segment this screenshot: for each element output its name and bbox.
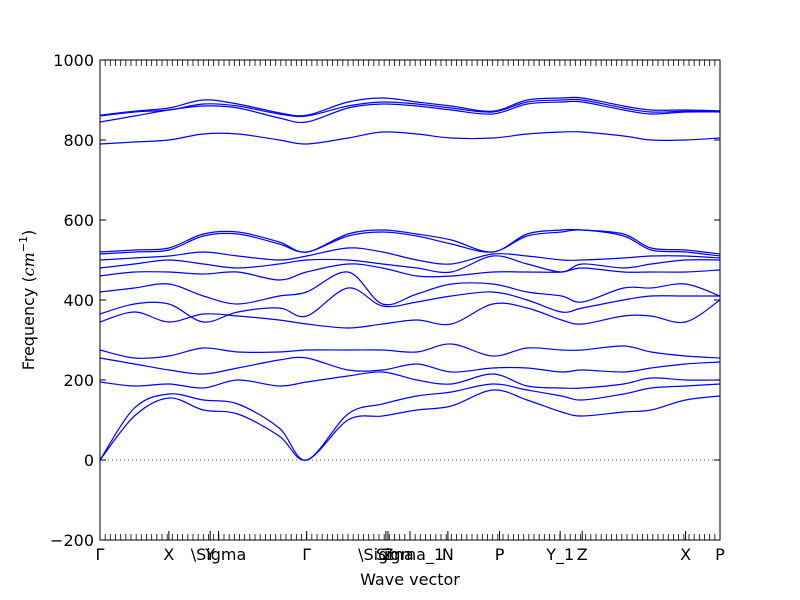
x-tick-label: Y_1 [545, 545, 574, 565]
y-tick-label: 200 [63, 371, 94, 390]
y-tick-label: 600 [63, 211, 94, 230]
band-line-13 [99, 228, 721, 255]
y-tick-label: 400 [63, 291, 94, 310]
x-tick-label: Γ [302, 545, 311, 564]
x-tick-label: Γ [96, 545, 105, 564]
band-line-14 [99, 131, 721, 145]
band-line-17 [99, 96, 721, 117]
band-line-12 [99, 229, 721, 257]
y-tick-label: −200 [50, 531, 94, 550]
x-axis-label: Wave vector [360, 570, 460, 589]
x-tick-label: \Sigma [191, 545, 247, 564]
band-line-16 [99, 98, 721, 118]
x-tick-label: N [442, 545, 454, 564]
x-tick-label: P [715, 545, 725, 564]
band-line-8 [99, 271, 721, 306]
x-tick-label: X [163, 545, 174, 564]
x-tick-label: X [680, 545, 691, 564]
x-tick-label: Z [577, 545, 588, 564]
y-tick-label: 1000 [53, 51, 94, 70]
y-tick-label: 800 [63, 131, 94, 150]
y-axis-label-suffix: ) [19, 230, 38, 236]
x-tick-label: Y [204, 545, 215, 564]
band-line-3 [99, 371, 721, 389]
band-line-4 [99, 356, 721, 375]
y-axis-ticks: −200 0 200 400 600 800 1000 [50, 51, 720, 550]
band-line-11 [99, 247, 721, 265]
y-axis-label-prefix: Frequency ( [19, 276, 38, 370]
y-axis-label-unit: cm [19, 252, 38, 276]
band-line-6 [99, 299, 721, 329]
x-tick-label: Sigma_1 [376, 545, 444, 565]
y-tick-label: 0 [84, 451, 94, 470]
y-axis-label-exponent: −1 [17, 236, 30, 252]
band-line-5 [99, 343, 721, 359]
band-line-15 [99, 100, 721, 124]
band-line-9 [99, 263, 721, 281]
band-lines [99, 96, 721, 461]
band-line-10 [99, 255, 721, 274]
x-tick-label: Z [382, 545, 393, 564]
band-line-2 [99, 383, 721, 461]
band-line-1 [99, 389, 721, 461]
x-tick-label: \Sigma [358, 545, 414, 564]
y-axis-label: Frequency (cm−1) [17, 230, 38, 371]
x-tick-label: P [495, 545, 505, 564]
band-line-7 [99, 287, 720, 323]
